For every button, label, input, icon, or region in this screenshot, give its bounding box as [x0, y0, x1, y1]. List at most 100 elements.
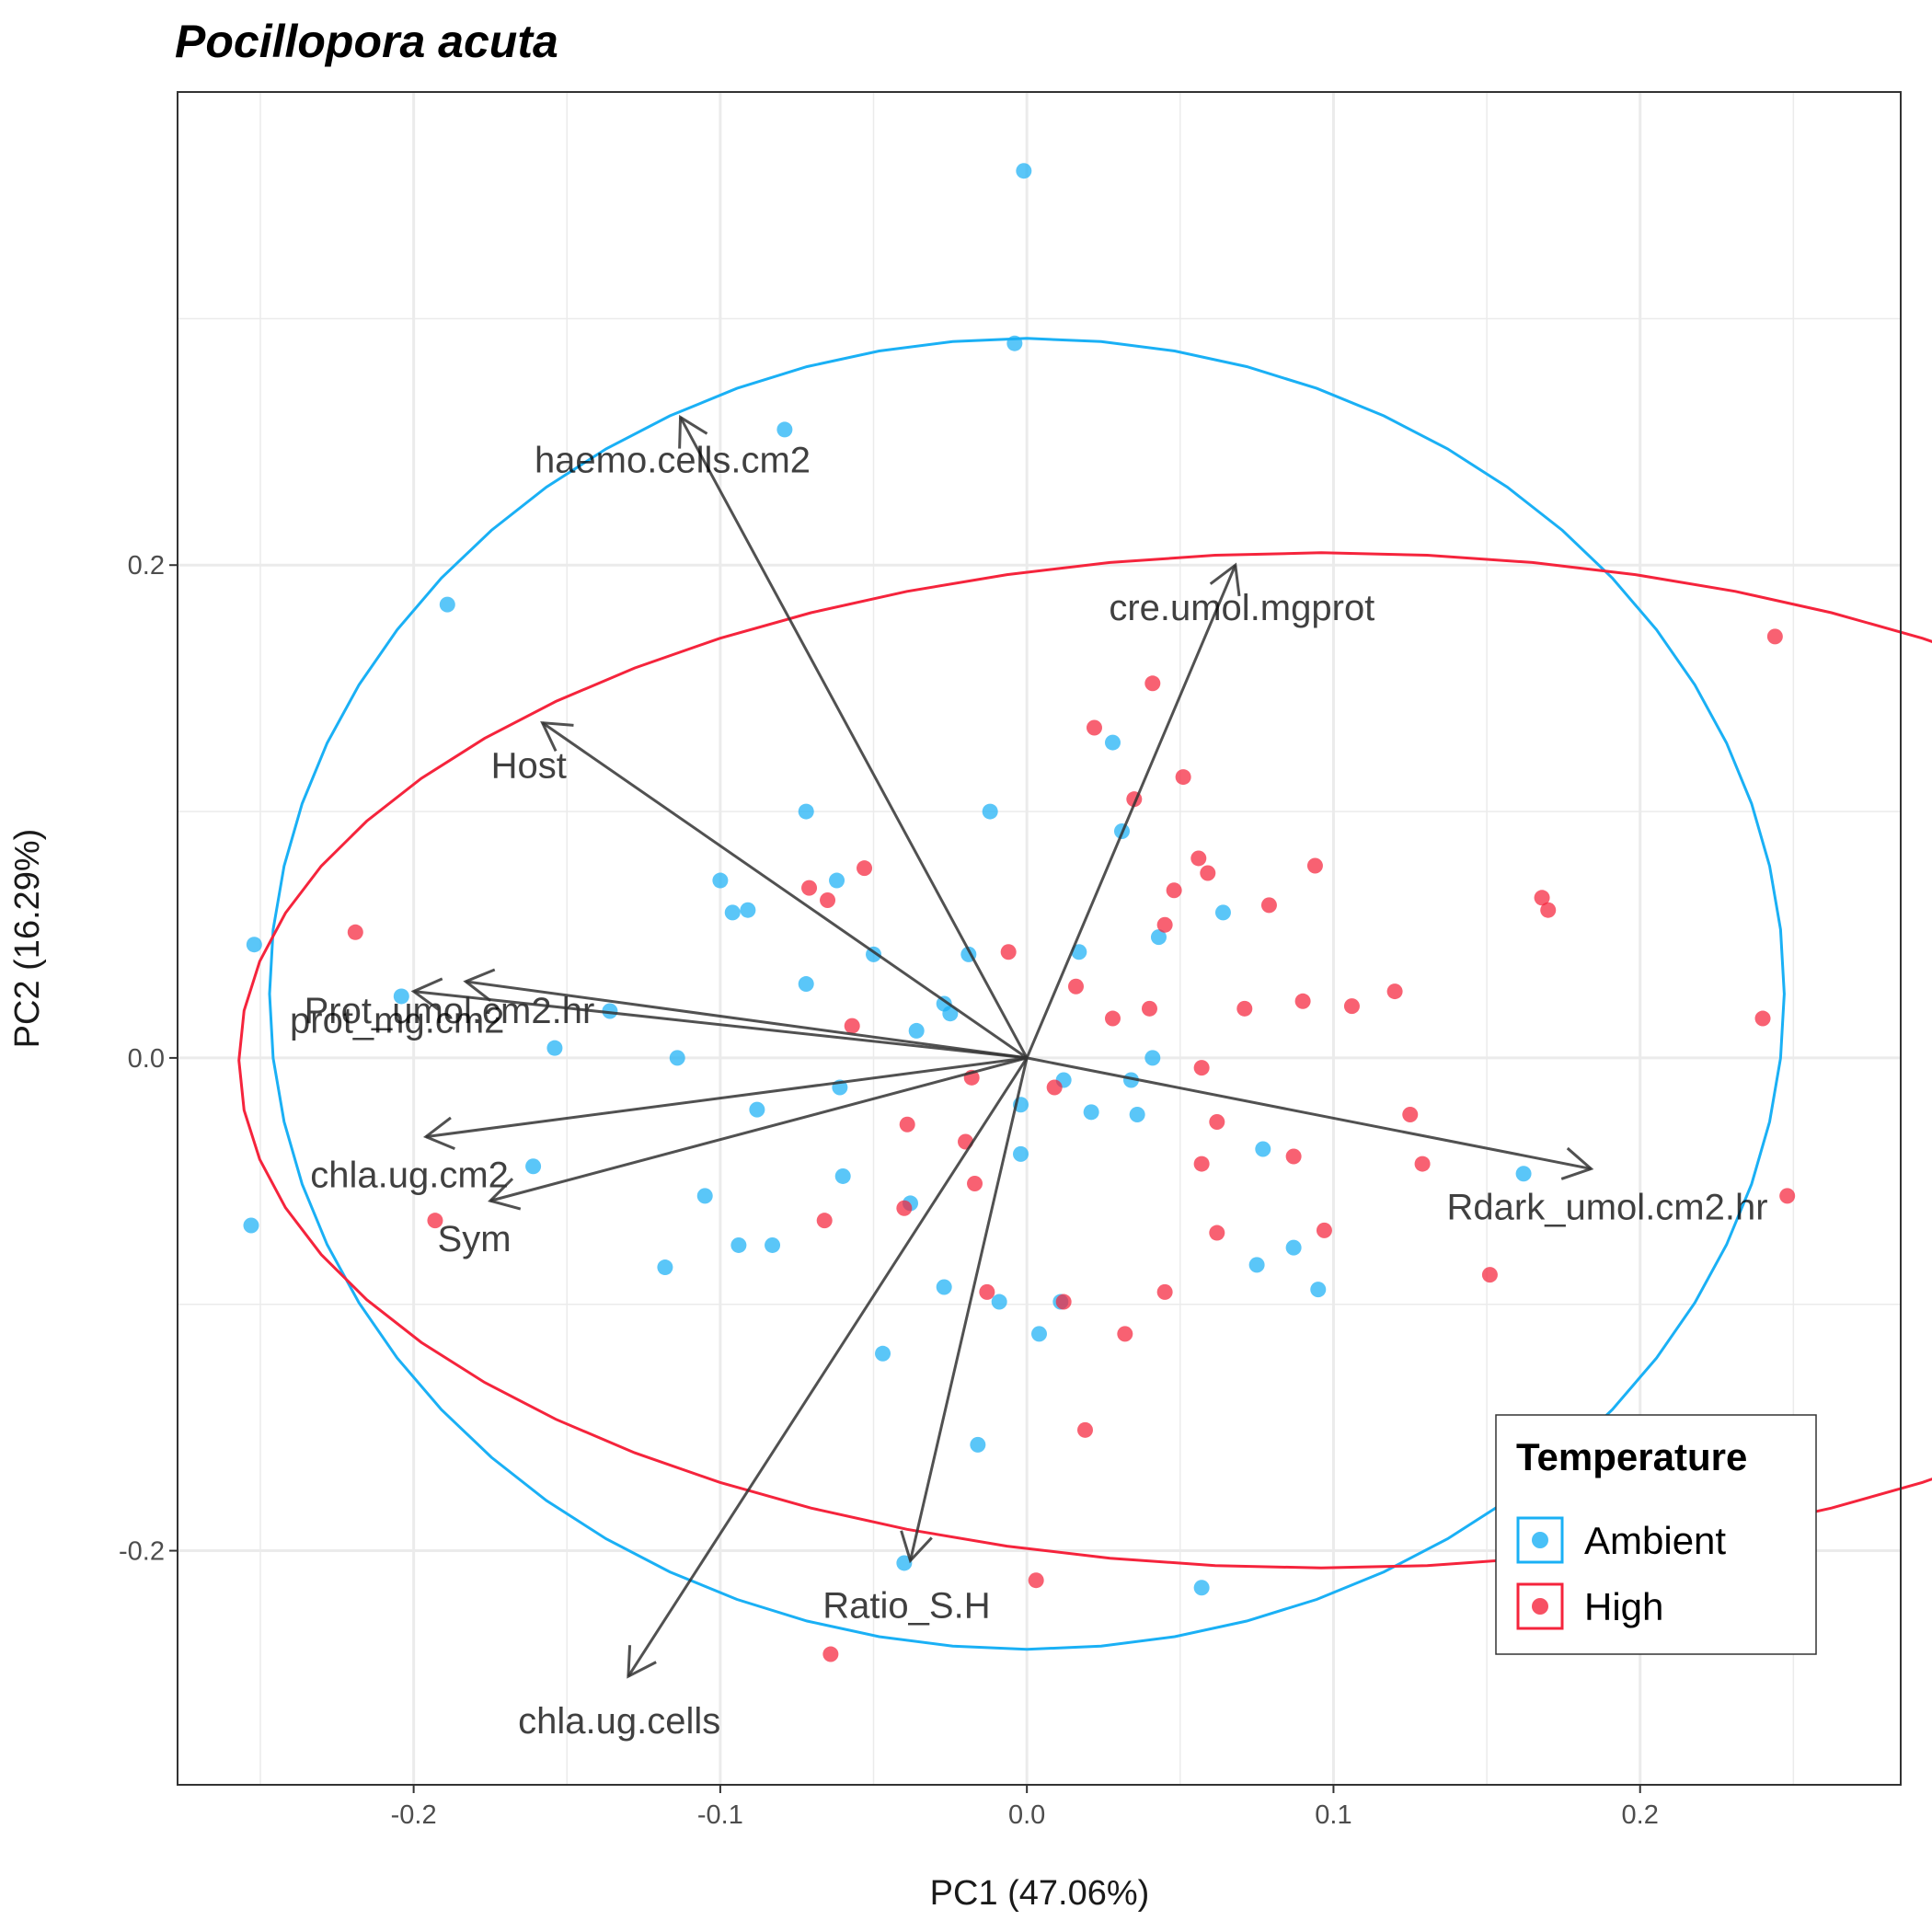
point-ambient: [875, 1345, 891, 1362]
legend-dot-ambient: [1532, 1532, 1548, 1548]
point-ambient: [765, 1236, 781, 1253]
point-ambient: [525, 1158, 542, 1175]
point-high: [1117, 1326, 1133, 1342]
point-ambient: [730, 1236, 747, 1253]
legend-dot-high: [1532, 1598, 1548, 1615]
point-high: [1156, 916, 1173, 933]
point-high: [1193, 1156, 1210, 1172]
point-ambient: [1193, 1580, 1210, 1596]
loading-arrow-head: [1560, 1146, 1594, 1180]
point-ambient: [1144, 1050, 1161, 1066]
point-high: [816, 1213, 833, 1229]
y-tick-label: 0.2: [128, 551, 165, 581]
x-axis-ticks: -0.2 -0.1 0.0 0.1 0.2: [391, 1785, 1659, 1830]
legend-label-high: High: [1584, 1585, 1663, 1628]
point-high: [1766, 628, 1783, 645]
x-tick-label: 0.2: [1622, 1800, 1659, 1830]
point-ambient: [740, 902, 756, 918]
point-high: [1209, 1225, 1225, 1241]
loading-label: chla.ug.cm2: [310, 1156, 509, 1196]
point-ambient: [1104, 734, 1121, 751]
loading-label: prot_mg.cm2: [290, 1001, 504, 1041]
legend-label-ambient: Ambient: [1584, 1519, 1726, 1562]
loading-label: cre.umol.mgprot: [1109, 588, 1374, 628]
x-tick-label: -0.1: [697, 1800, 743, 1830]
legend-entries: Ambient High: [1516, 1516, 1726, 1630]
loading-arrow-shaft: [489, 1056, 1028, 1202]
point-high: [1481, 1267, 1498, 1283]
point-ambient: [1013, 1145, 1029, 1162]
loading-arrow-shaft: [541, 721, 1029, 1060]
point-high: [1209, 1114, 1225, 1131]
legend-title: Temperature: [1516, 1435, 1747, 1478]
point-high: [1343, 998, 1360, 1015]
point-ambient: [1129, 1106, 1145, 1122]
point-ambient: [712, 872, 729, 889]
point-high: [896, 1200, 913, 1216]
point-ambient: [1006, 335, 1023, 351]
point-high: [1144, 675, 1161, 692]
point-high: [1067, 978, 1084, 995]
loading-arrow-head: [422, 1116, 455, 1151]
loading-label: Host: [491, 746, 567, 787]
point-ambient: [669, 1050, 685, 1066]
loading-arrow-head: [1209, 562, 1241, 597]
point-ambient: [798, 803, 814, 820]
point-ambient: [1031, 1326, 1047, 1342]
ellipse-ambient: [268, 337, 1786, 1651]
point-ambient: [439, 596, 455, 613]
point-ambient: [696, 1188, 713, 1204]
point-ambient: [991, 1294, 1007, 1310]
loading-label: Sym: [438, 1219, 512, 1259]
loading-arrow-head: [488, 1178, 522, 1211]
point-ambient: [546, 1040, 563, 1056]
point-high: [1175, 769, 1191, 786]
point-ambient: [602, 1003, 618, 1019]
point-high: [820, 891, 836, 908]
point-ambient: [1310, 1282, 1327, 1298]
point-high: [1000, 944, 1017, 960]
loading-arrow-head: [540, 720, 574, 753]
point-ambient: [896, 1555, 913, 1571]
point-ambient: [829, 872, 845, 889]
point-ambient: [1285, 1239, 1302, 1256]
plot-border: [177, 91, 1902, 1786]
point-high: [1166, 882, 1182, 899]
loading-arrow-head: [627, 1645, 657, 1679]
scores: [243, 163, 1796, 1662]
point-ambient: [246, 937, 262, 953]
loading-label: Rdark_umol.cm2.hr: [1447, 1187, 1768, 1227]
loading-arrow-shaft: [679, 416, 1029, 1059]
point-ambient: [834, 1167, 851, 1184]
loading-arrow-shaft: [627, 1057, 1029, 1677]
point-high: [1086, 719, 1102, 736]
point-high: [979, 1283, 995, 1300]
x-axis-title: PC1 (47.06%): [930, 1874, 1150, 1913]
point-ambient: [1016, 163, 1032, 179]
point-high: [1028, 1572, 1044, 1589]
loading-arrow-shaft: [466, 980, 1028, 1060]
point-high: [1386, 983, 1403, 1000]
chart-title: Pocillopora acuta: [175, 16, 558, 67]
point-high: [1193, 1060, 1210, 1076]
point-high: [899, 1116, 915, 1133]
point-high: [1754, 1010, 1771, 1027]
point-ambient: [1515, 1166, 1532, 1182]
point-high: [1156, 1283, 1173, 1300]
y-tick-label: 0.0: [128, 1044, 165, 1074]
point-ambient: [1150, 929, 1167, 946]
point-ambient: [776, 421, 793, 438]
point-high: [1306, 857, 1323, 874]
point-ambient: [393, 988, 409, 1005]
legend: Temperature Ambient High: [1495, 1414, 1817, 1655]
loading-label: Ratio_S.H: [822, 1585, 990, 1626]
point-high: [1534, 890, 1550, 906]
point-ambient: [657, 1259, 673, 1276]
point-high: [1104, 1010, 1121, 1027]
point-high: [822, 1646, 839, 1662]
loading-arrow-shaft: [1025, 564, 1237, 1059]
loading-arrow-shaft: [909, 1057, 1029, 1561]
x-tick-label: 0.0: [1008, 1800, 1045, 1830]
point-ambient: [942, 1006, 959, 1022]
